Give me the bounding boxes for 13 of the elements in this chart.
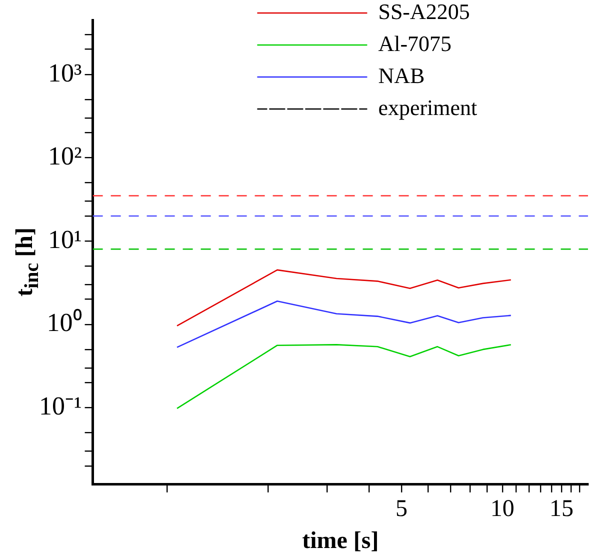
y-tick-label: 10²: [48, 142, 82, 171]
x-tick-label: 15: [549, 496, 574, 522]
x-axis-title: time [s]: [302, 528, 379, 554]
y-tick-label: 10³: [48, 58, 82, 88]
legend-label: Al-7075: [378, 30, 452, 56]
legend-label: SS-A2205: [378, 0, 470, 24]
y-tick-label: 10⁰: [46, 308, 82, 338]
x-tick-label: 10: [490, 496, 514, 522]
y-tick-label: 10¹: [48, 224, 82, 254]
x-tick-label: 5: [396, 496, 408, 522]
y-tick-label: 10⁻¹: [39, 392, 82, 421]
legend-label: NAB: [378, 62, 425, 88]
legend-label: experiment: [378, 94, 478, 120]
